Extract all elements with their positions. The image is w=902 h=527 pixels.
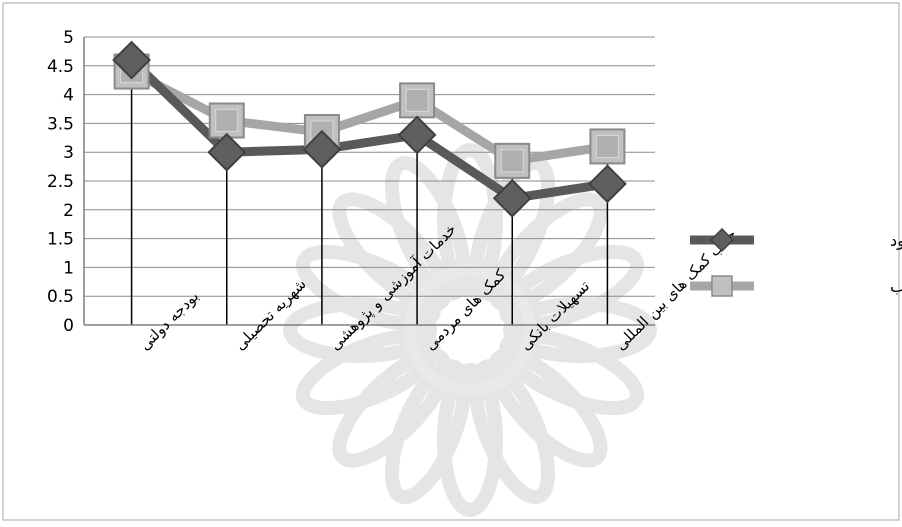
y-tick-label: 1 — [63, 258, 74, 278]
y-tick-label: 3.5 — [47, 114, 74, 134]
data-point — [588, 164, 627, 204]
y-tick-label: 0.5 — [47, 287, 74, 307]
y-tick-label: 2.5 — [47, 172, 74, 192]
data-point — [397, 115, 437, 155]
y-tick-label: 0 — [63, 316, 74, 336]
data-point — [207, 132, 247, 172]
legend-label: وضعیت مطلوب — [890, 277, 902, 297]
legend-label: وضعیت موجود — [890, 231, 902, 251]
legend-marker — [709, 227, 735, 253]
data-point — [494, 142, 531, 179]
data-point — [112, 40, 151, 80]
data-point — [302, 129, 342, 169]
data-point — [208, 102, 245, 139]
data-point — [492, 178, 532, 218]
y-tick-label: 1.5 — [47, 230, 74, 250]
y-tick-label: 5 — [63, 28, 74, 48]
legend-marker — [711, 275, 733, 297]
data-point — [399, 82, 436, 119]
y-tick-label: 3 — [63, 143, 74, 163]
data-point — [589, 128, 626, 165]
legend: وضعیت موجود وضعیت مطلوب — [690, 227, 902, 297]
y-tick-label: 4.5 — [47, 57, 74, 77]
y-tick-label: 2 — [63, 201, 74, 221]
y-tick-label: 4 — [63, 86, 74, 106]
